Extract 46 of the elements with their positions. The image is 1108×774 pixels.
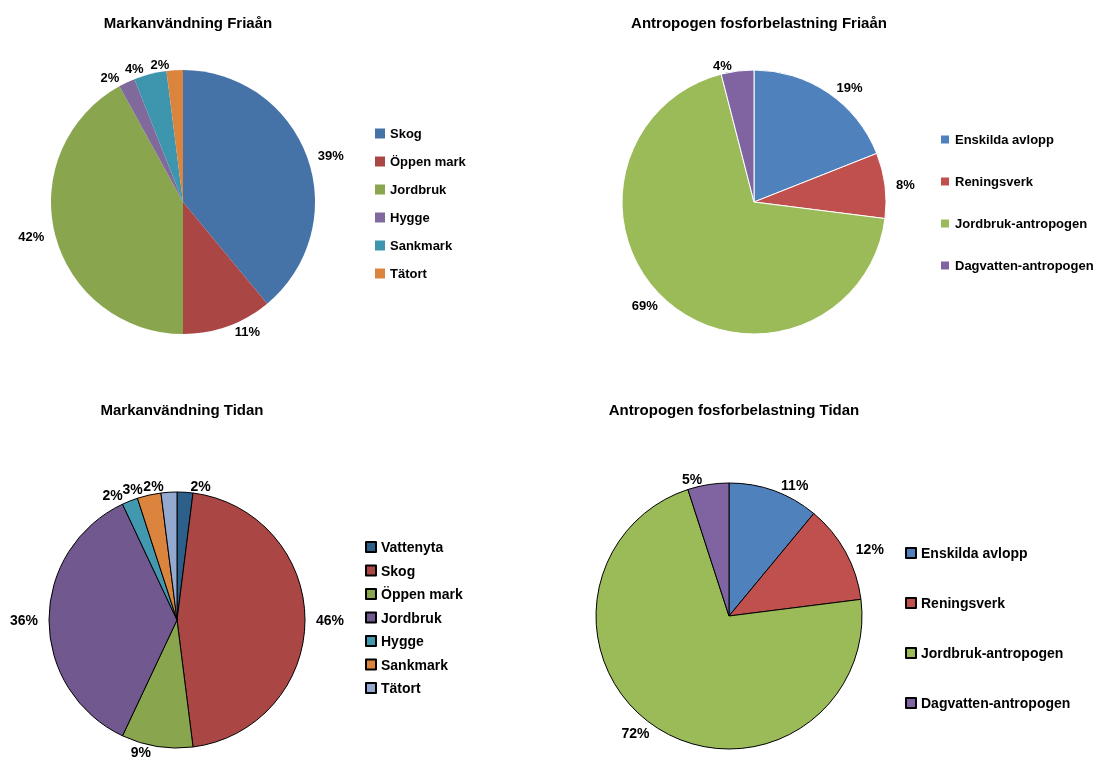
data-label: 2% [102,487,124,504]
legend-label: Hygge [381,633,424,649]
data-label: 19% [836,80,864,96]
chart-title: Antropogen fosforbelastning Friaån [631,14,887,31]
data-label: 2% [150,56,170,72]
legend-label: Jordbruk-antropogen [955,216,1088,231]
chart-title: Antropogen fosforbelastning Tidan [608,401,860,418]
data-label: 4% [124,60,145,76]
data-label: 72% [621,725,651,742]
data-label: 8% [895,177,916,193]
chart-title: Markanvändning Friaån [103,14,273,31]
legend-label: Enskilda avlopp [921,545,1028,561]
chart-title: Markanvändning Tidan [100,401,264,418]
data-label: 36% [9,612,39,628]
data-label: 42% [18,228,45,244]
legend-label: Skog [381,562,416,579]
legend-label: Jordbruk [381,609,442,626]
legend-label: Sankmark [390,238,453,253]
data-label: 2% [143,478,165,495]
data-label: 69% [631,298,659,314]
legend-label: Tätort [381,680,421,696]
data-label: 4% [712,57,733,73]
legend-label: Vattenyta [381,539,444,555]
data-label: 11% [234,324,261,340]
data-label: 9% [130,744,152,761]
legend-label: Reningsverk [955,174,1034,189]
legend-label: Jordbruk-antropogen [921,645,1064,661]
data-label: 39% [317,147,345,163]
data-label: 2% [100,69,120,85]
data-label: 3% [122,481,144,498]
legend-label: Tätort [390,266,428,281]
legend-label: Jordbruk [390,182,448,197]
data-label: 12% [855,541,885,558]
legend-label: Öppen mark [390,154,467,169]
legend-label: Hygge [390,210,430,225]
legend-label: Enskilda avlopp [955,132,1055,147]
data-label: 46% [316,612,345,628]
data-label: 5% [682,470,703,487]
legend-label: Dagvatten-antropogen [921,695,1071,711]
legend-label: Öppen mark [381,586,463,602]
data-label: 2% [190,478,212,495]
legend-label: Skog [390,126,422,141]
data-label: 11% [781,477,809,494]
legend-label: Reningsverk [921,595,1006,611]
legend-label: Dagvatten-antropogen [955,258,1094,273]
legend-label: Sankmark [381,656,449,673]
